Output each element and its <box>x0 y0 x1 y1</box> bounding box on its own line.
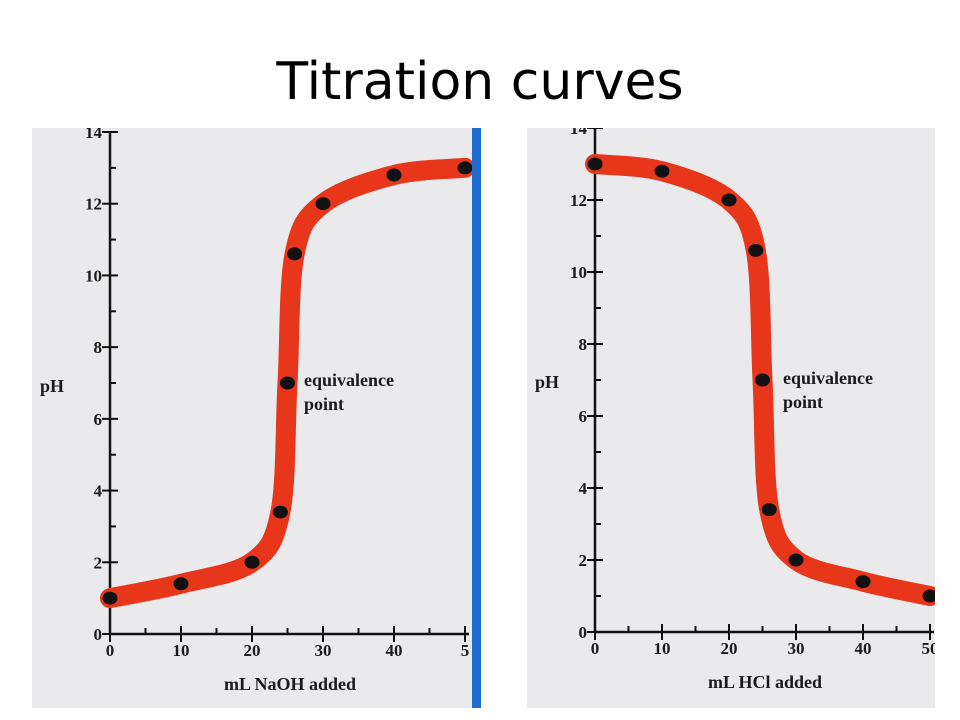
y-tick-label: 12 <box>570 191 587 210</box>
equivalence-point-label: equivalence <box>783 368 873 388</box>
y-tick-label: 0 <box>579 623 588 642</box>
data-point <box>457 161 472 175</box>
y-tick-label: 14 <box>570 128 588 138</box>
x-tick-label: 10 <box>654 639 671 658</box>
y-tick-label: 12 <box>85 195 102 214</box>
data-point <box>587 157 603 171</box>
equivalence-point-label: point <box>783 392 823 412</box>
y-axis-title: pH <box>40 376 64 396</box>
data-point <box>748 243 764 257</box>
y-tick-label: 2 <box>94 553 103 572</box>
y-tick-label: 8 <box>94 338 103 357</box>
data-point <box>272 505 288 519</box>
y-tick-label: 10 <box>570 263 587 282</box>
y-tick-label: 14 <box>85 128 103 142</box>
data-point <box>386 168 402 182</box>
data-point <box>654 164 670 178</box>
y-tick-label: 4 <box>579 479 588 498</box>
data-point <box>761 503 777 517</box>
x-tick-label: 30 <box>788 639 805 658</box>
y-tick-label: 6 <box>94 410 103 429</box>
hcl-titration-chart: 0 2 4 6 8 10 12 14 0 10 20 30 40 50 pH mL HCl added equi… <box>535 128 936 692</box>
x-tick-label: 20 <box>244 641 261 660</box>
hcl-titration-panel: 0 2 4 6 8 10 12 14 0 10 20 30 40 50 pH mL HCl added equi… <box>527 128 935 708</box>
y-tick-label: 4 <box>94 482 103 501</box>
x-tick-label: 0 <box>106 641 115 660</box>
y-tick-label: 6 <box>579 407 588 426</box>
y-tick-label: 0 <box>94 625 103 644</box>
data-point <box>102 591 118 605</box>
x-tick-label: 20 <box>721 639 738 658</box>
data-point <box>855 575 871 589</box>
x-axis-title: mL HCl added <box>708 672 822 692</box>
x-tick-label: 10 <box>173 641 190 660</box>
y-tick-label: 10 <box>85 266 102 285</box>
x-axis-title: mL NaOH added <box>224 674 356 694</box>
data-point <box>922 589 935 603</box>
x-tick-label: 50 <box>922 639 936 658</box>
y-tick-label: 2 <box>579 551 588 570</box>
y-axis-title: pH <box>535 372 559 392</box>
data-point <box>315 197 331 211</box>
data-point <box>788 553 804 567</box>
data-point <box>721 193 737 207</box>
x-tick-label: 30 <box>315 641 332 660</box>
equivalence-point-label: point <box>304 394 344 414</box>
naoh-titration-chart: 0 2 4 6 8 10 12 14 0 10 20 30 40 5 pH mL NaOH added equi… <box>40 128 472 694</box>
x-tick-label: 0 <box>591 639 600 658</box>
data-point <box>755 373 770 387</box>
equivalence-point-label: equivalence <box>304 370 394 390</box>
panel-edge <box>472 128 481 708</box>
data-point <box>173 577 189 591</box>
data-point <box>287 247 303 261</box>
y-tick-label: 8 <box>579 335 588 354</box>
naoh-titration-panel: 0 2 4 6 8 10 12 14 0 10 20 30 40 5 pH mL NaOH added equi… <box>32 128 481 708</box>
data-point <box>244 555 260 569</box>
data-point <box>280 376 295 390</box>
x-tick-label: 5 <box>461 641 470 660</box>
x-tick-label: 40 <box>855 639 872 658</box>
page-title: Titration curves <box>276 52 684 112</box>
x-tick-label: 40 <box>386 641 403 660</box>
